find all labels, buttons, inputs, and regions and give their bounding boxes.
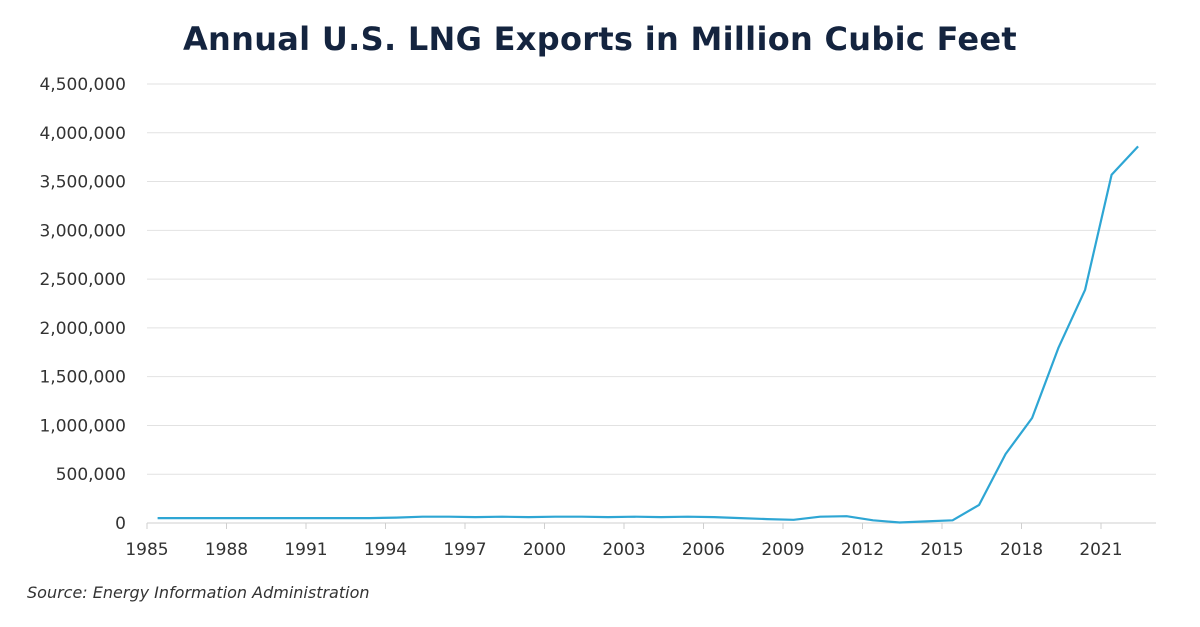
x-tick-label: 2006 <box>682 540 725 560</box>
x-tick-label: 2009 <box>761 540 804 560</box>
x-tick-label: 1988 <box>205 540 248 560</box>
x-tick-label: 2000 <box>523 540 566 560</box>
x-tick-label: 2003 <box>602 540 645 560</box>
y-tick-label: 3,500,000 <box>39 173 126 193</box>
x-tick-label: 2012 <box>841 540 884 560</box>
y-tick-label: 3,000,000 <box>39 221 126 241</box>
chart-title: Annual U.S. LNG Exports in Million Cubic… <box>182 20 1018 58</box>
x-tick-label: 2015 <box>920 540 963 560</box>
y-tick-label: 0 <box>115 514 126 534</box>
y-tick-label: 4,000,000 <box>39 124 126 144</box>
x-tick-label: 1991 <box>284 540 327 560</box>
series-line <box>157 145 1139 524</box>
x-tick-label: 1997 <box>443 540 486 560</box>
x-tick-label: 2021 <box>1079 540 1122 560</box>
x-tick-label: 2018 <box>1000 540 1043 560</box>
y-tick-label: 1,500,000 <box>39 368 126 388</box>
y-tick-label: 2,000,000 <box>39 319 126 339</box>
x-tick-label: 1985 <box>125 540 168 560</box>
source-note: Source: Energy Information Administratio… <box>27 583 370 602</box>
y-tick-label: 500,000 <box>56 465 126 485</box>
y-tick-label: 4,500,000 <box>39 75 126 95</box>
y-tick-label: 2,500,000 <box>39 270 126 290</box>
y-tick-label: 1,000,000 <box>39 416 126 436</box>
x-tick-label: 1994 <box>364 540 407 560</box>
